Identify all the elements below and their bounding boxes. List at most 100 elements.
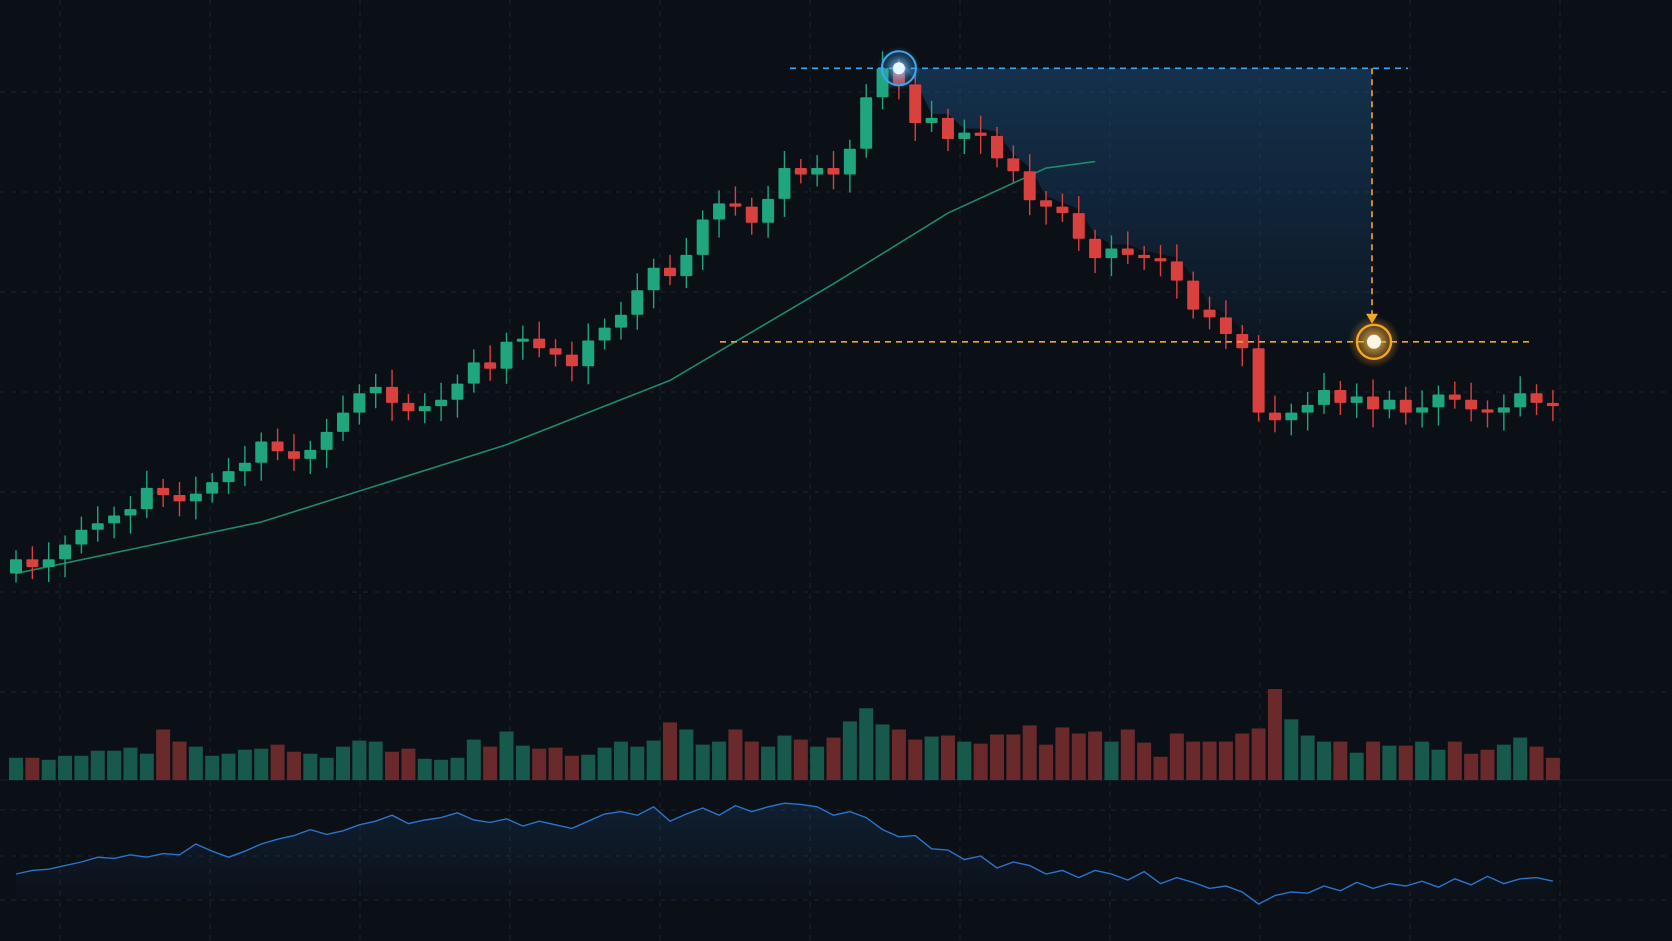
volume-bar: [1267, 689, 1282, 780]
candle-body: [10, 559, 22, 574]
candle-body: [1383, 399, 1396, 410]
volume-bar: [1284, 719, 1299, 780]
candle: [1203, 296, 1216, 330]
oscillator-line: [15, 802, 1554, 905]
candle-body: [1285, 412, 1298, 421]
peak-dot: [892, 62, 905, 75]
volume-bar: [385, 751, 400, 780]
candle-body: [925, 117, 938, 123]
volume-bar: [695, 744, 710, 780]
candle: [958, 119, 971, 155]
candle-body: [1318, 390, 1330, 405]
candle-body: [435, 399, 448, 407]
candle: [1497, 394, 1510, 431]
volume-bar: [450, 757, 465, 780]
volume-bar: [679, 729, 694, 780]
candle-body: [1121, 248, 1134, 255]
volume-bar: [221, 753, 236, 780]
candle: [238, 445, 251, 487]
candle-body: [500, 341, 513, 369]
volume-bar: [842, 721, 857, 780]
volume-bar: [924, 736, 939, 780]
candle: [1154, 245, 1167, 277]
candle: [1089, 229, 1102, 274]
candle-body: [1252, 348, 1265, 413]
volume-bar: [1513, 737, 1528, 780]
candle-body: [91, 523, 104, 530]
volume-bar: [1464, 753, 1479, 780]
candle-body: [1432, 394, 1445, 408]
volume-bar: [188, 746, 203, 780]
candle: [484, 345, 497, 381]
candle-body: [713, 203, 726, 220]
candle: [1219, 300, 1232, 350]
candle-body: [140, 487, 153, 510]
candle: [533, 321, 546, 358]
candle: [1007, 145, 1020, 184]
candle-body: [598, 327, 611, 341]
volume-bar: [156, 729, 171, 780]
candle: [26, 546, 39, 580]
candle-body: [1350, 396, 1363, 403]
candle-body: [745, 206, 758, 223]
candle: [1432, 385, 1445, 426]
target-ring-icon: [1355, 323, 1393, 360]
candle: [1465, 382, 1478, 422]
candle-body: [680, 254, 693, 277]
volume-bar: [532, 748, 547, 780]
candle: [729, 186, 742, 216]
candle: [1072, 196, 1085, 251]
candle-body: [320, 431, 333, 450]
volume-bar: [58, 755, 73, 780]
volume-bar: [646, 740, 661, 780]
volume-bar: [417, 758, 432, 780]
candle: [549, 339, 562, 367]
volume-bar: [1120, 729, 1135, 780]
candle-body: [1023, 171, 1036, 201]
candle: [206, 473, 219, 503]
candle: [1448, 381, 1461, 409]
candle-body: [794, 168, 807, 175]
candle: [1546, 389, 1559, 422]
candle-body: [991, 135, 1003, 159]
candle: [1481, 400, 1494, 428]
volume-bar: [368, 741, 383, 780]
candle-body: [811, 168, 824, 175]
candle-body: [843, 148, 856, 175]
volume-bar: [1022, 725, 1037, 780]
candle: [516, 325, 529, 360]
volume-bar: [466, 739, 481, 780]
volume-bar: [826, 737, 841, 780]
volume-bar: [352, 740, 367, 780]
volume-bar: [1153, 756, 1168, 780]
candle-body: [304, 449, 317, 459]
candle-body: [909, 84, 922, 123]
volume-bar: [940, 735, 955, 780]
candle: [271, 428, 284, 461]
volume-bar: [286, 751, 301, 780]
volume-bar: [1006, 734, 1021, 780]
candle-body: [206, 482, 219, 494]
volume-bar: [270, 744, 285, 780]
volume-bar: [1415, 741, 1430, 780]
candle-body: [1089, 238, 1102, 259]
candle: [1367, 379, 1380, 428]
candle: [1334, 381, 1347, 415]
candle: [1383, 390, 1396, 419]
volume-bar: [712, 741, 727, 780]
volume-bar: [1366, 741, 1381, 780]
volume-bar: [761, 746, 776, 780]
volume-bar: [630, 746, 645, 780]
volume-bar: [1333, 741, 1348, 780]
moving-average: [15, 160, 1096, 575]
volume-bar: [1202, 741, 1217, 780]
volume-bar: [303, 753, 318, 780]
candle: [1040, 191, 1053, 225]
candle-body: [1105, 248, 1118, 259]
volume-bar: [1398, 745, 1413, 780]
candle: [1268, 395, 1281, 433]
volume-bar: [336, 746, 350, 780]
candle-body: [42, 559, 55, 568]
peak-ring-icon: [880, 50, 917, 87]
